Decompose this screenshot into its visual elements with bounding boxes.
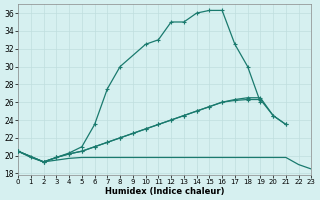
X-axis label: Humidex (Indice chaleur): Humidex (Indice chaleur) [105, 187, 225, 196]
